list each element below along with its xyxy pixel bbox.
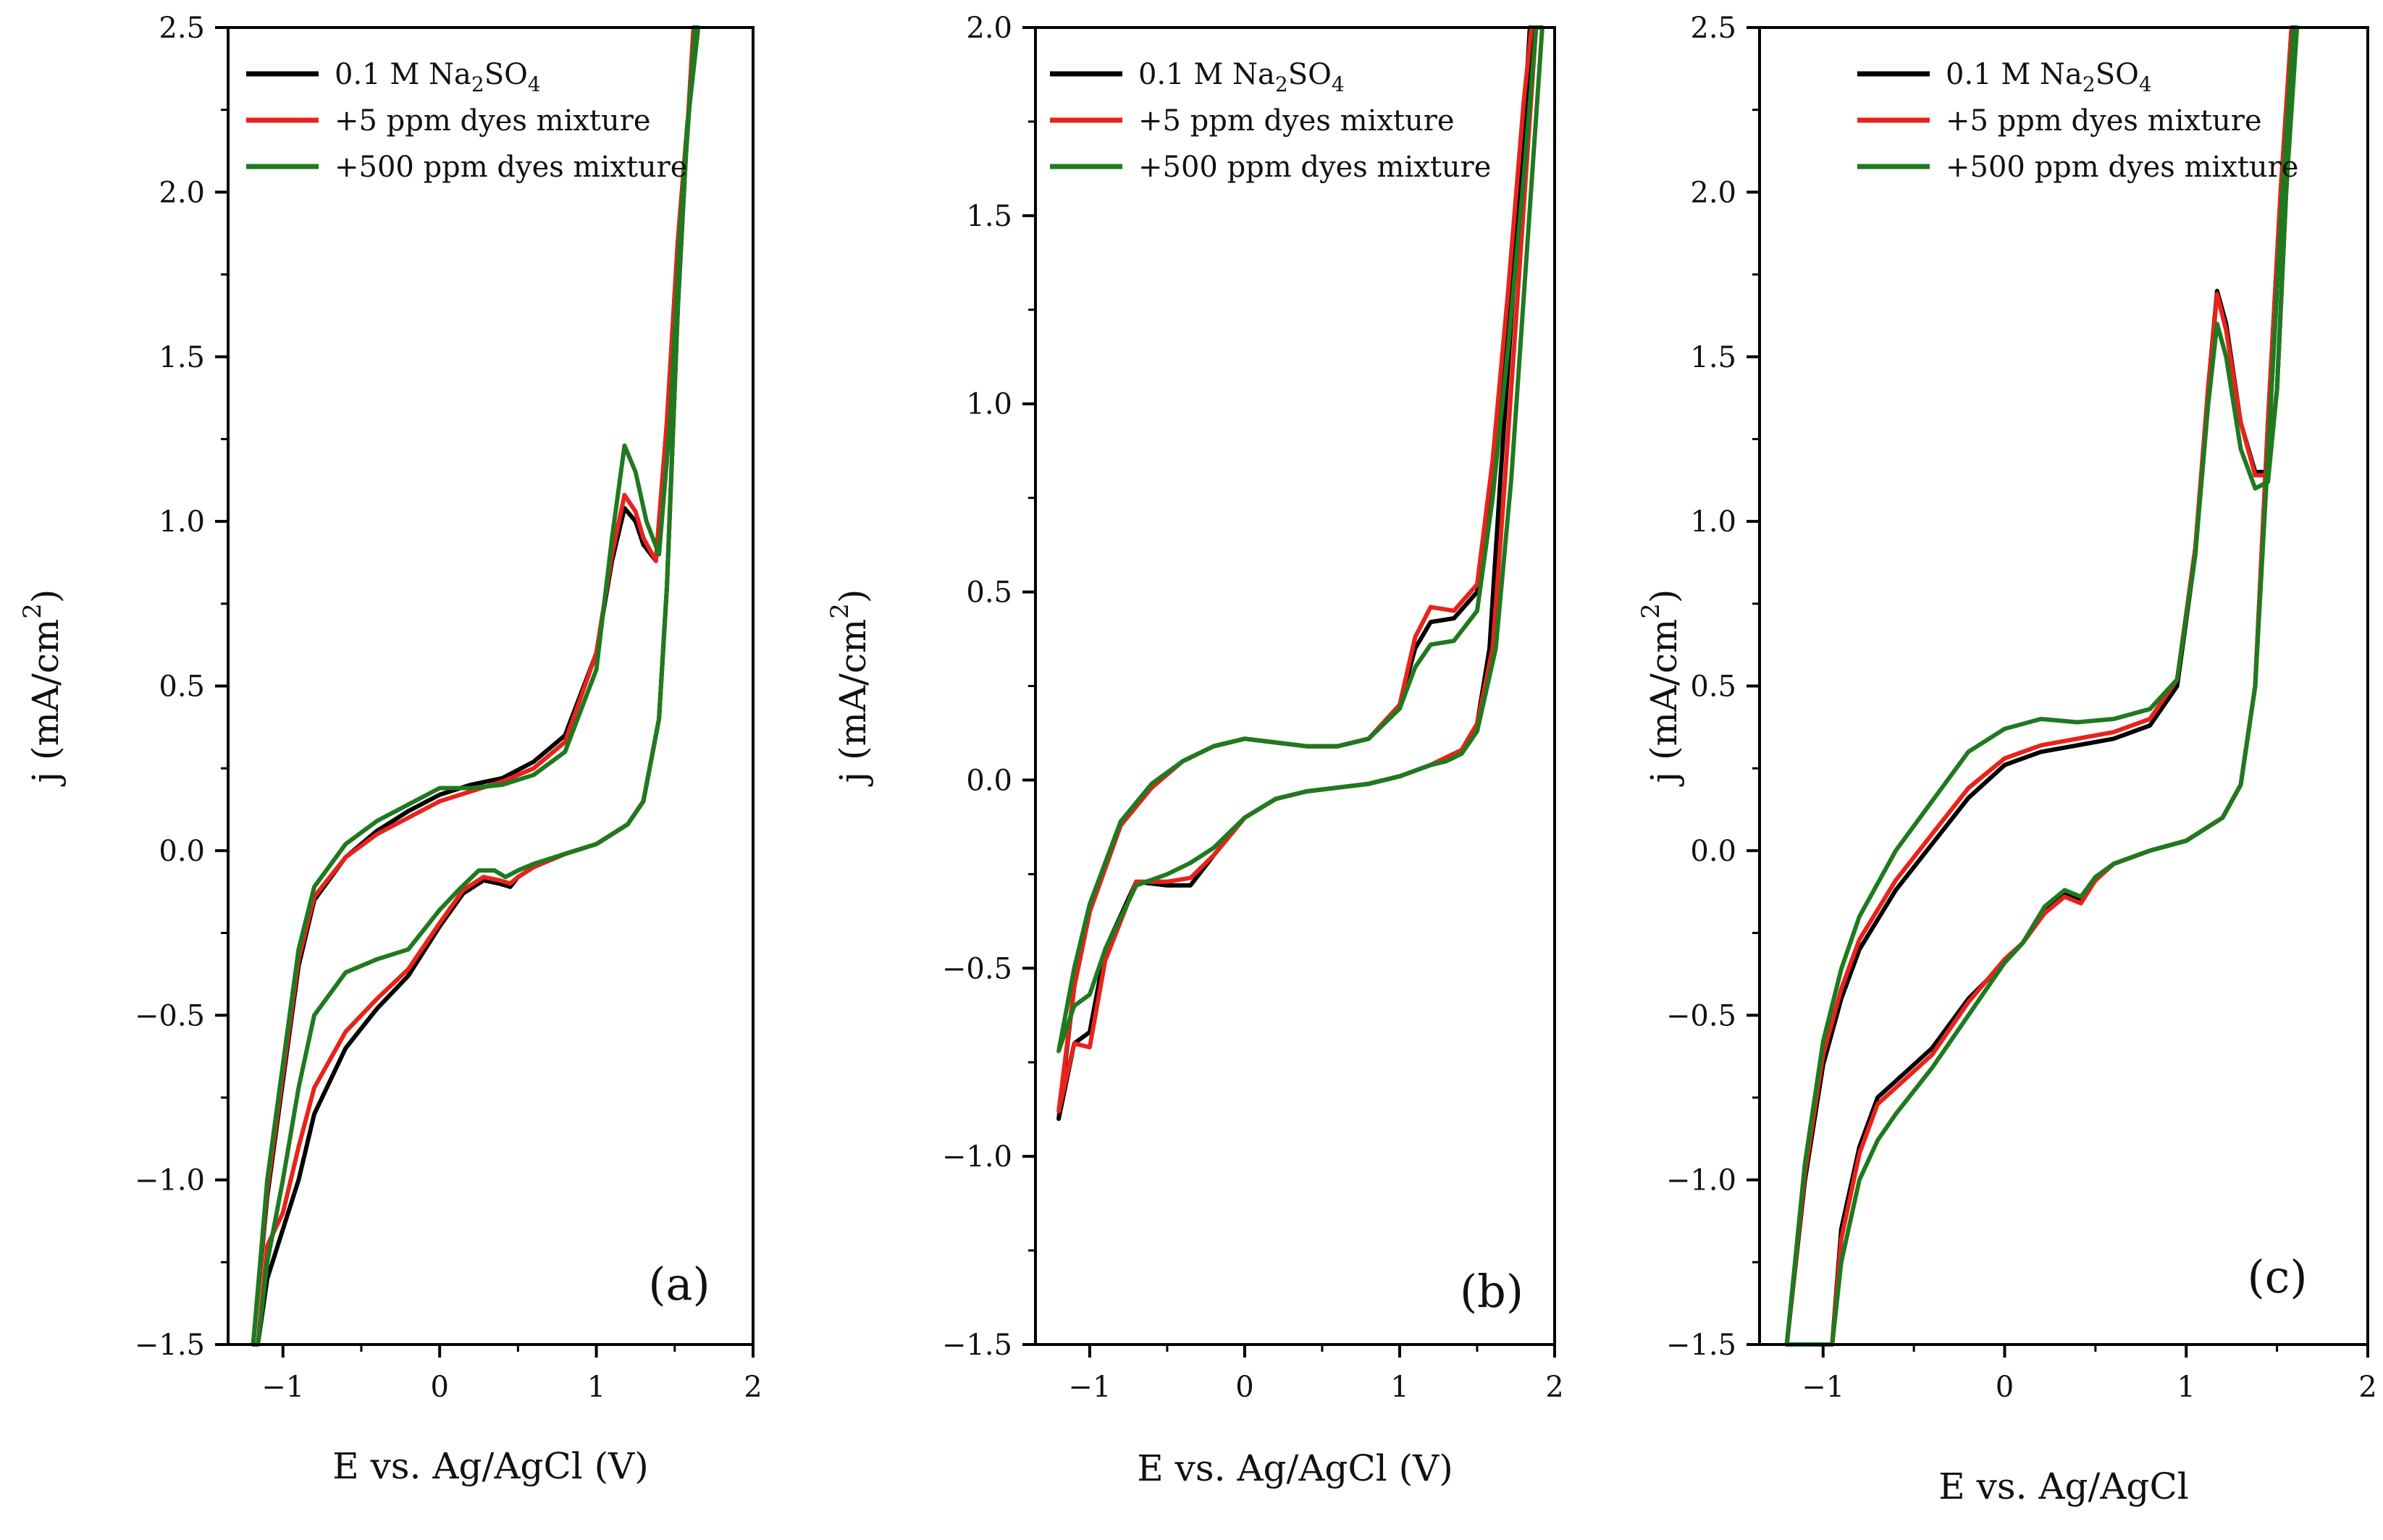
- legend-entry-0: 0.1 M Na2SO4: [1946, 58, 2152, 96]
- legend-entry-0: 0.1 M Na2SO4: [335, 58, 541, 96]
- y-tick-label: 1.5: [159, 341, 205, 374]
- y-tick-label: 0.5: [159, 670, 205, 704]
- y-axis-title-base: j (mA/cm: [832, 619, 874, 787]
- y-tick-label: 2.0: [966, 12, 1012, 45]
- y-axis-title: j (mA/cm2): [18, 589, 67, 787]
- y-axis-title-base: j (mA/cm: [1643, 619, 1685, 787]
- x-tick-label: −1: [1802, 1371, 1844, 1404]
- legend-entry-1: +5 ppm dyes mixture: [1138, 104, 1455, 138]
- y-tick-label: −0.5: [1666, 999, 1736, 1032]
- y-tick-label: 1.0: [1690, 505, 1736, 539]
- legend-text-part: 0.1 M Na: [1138, 58, 1275, 91]
- legend-text-sub: 4: [2139, 72, 2152, 96]
- y-tick-label: 2.5: [1690, 12, 1736, 45]
- legend: 0.1 M Na2SO4 +5 ppm dyes mixture +500 ppm …: [246, 58, 687, 184]
- y-axis-title-close: ): [832, 589, 874, 604]
- legend-entry-1: +5 ppm dyes mixture: [1946, 104, 2262, 138]
- legend-text-part: SO: [1288, 58, 1332, 91]
- y-axis-title-base: j (mA/cm: [25, 619, 67, 787]
- panel-label: (a): [648, 1258, 710, 1310]
- legend-entry-2: +500 ppm dyes mixture: [335, 151, 687, 184]
- x-tick-label: −1: [261, 1371, 304, 1404]
- y-tick-label: 0.5: [966, 576, 1012, 610]
- x-tick-label: 1: [2177, 1371, 2195, 1404]
- panel-label: (b): [1460, 1265, 1523, 1318]
- legend: 0.1 M Na2SO4 +5 ppm dyes mixture +500 ppm …: [1050, 58, 1491, 184]
- series-line-1: [251, 25, 699, 1347]
- legend-text-sub: 2: [2083, 72, 2096, 96]
- y-tick-label: 1.5: [1690, 341, 1736, 374]
- series-line-0: [251, 25, 699, 1347]
- x-tick-label: −1: [1068, 1371, 1111, 1404]
- y-tick-label: −1.0: [1666, 1164, 1736, 1198]
- y-tick-label: 2.5: [159, 12, 205, 45]
- legend-entry-2: +500 ppm dyes mixture: [1138, 151, 1491, 184]
- x-axis-title: E vs. Ag/AgCl (V): [332, 1445, 648, 1487]
- panel-label: (c): [2247, 1250, 2307, 1303]
- y-tick-label: 0.0: [1690, 835, 1736, 868]
- y-tick-label: −0.5: [135, 999, 205, 1032]
- panel-a: −1 0 1 2 −1.5 −1.0 −0.5 0.0 0.5 1.0 1.5 2.0 2.5 E vs.…: [18, 12, 762, 1487]
- series-line-0: [1056, 25, 1535, 1122]
- y-axis-title-sup: 2: [825, 603, 854, 619]
- y-axis-title-sup: 2: [18, 603, 47, 619]
- legend: 0.1 M Na2SO4 +5 ppm dyes mixture +500 ppm …: [1857, 58, 2298, 184]
- y-tick-label: 1.0: [966, 388, 1012, 421]
- x-tick-label: 1: [1390, 1371, 1408, 1404]
- y-axis-title: j (mA/cm2): [1636, 589, 1685, 787]
- y-tick-label: 2.0: [159, 176, 205, 209]
- y-axis-title-sup: 2: [1636, 603, 1665, 619]
- series-line-1: [1056, 25, 1539, 1114]
- x-tick-label: 0: [1996, 1371, 2014, 1404]
- series-line-2: [251, 25, 701, 1347]
- x-tick-label: 2: [1545, 1371, 1563, 1404]
- y-tick-label: 0.0: [159, 835, 205, 868]
- legend-entry-2: +500 ppm dyes mixture: [1946, 151, 2298, 184]
- plot-frame: [1758, 26, 2369, 1346]
- legend-entry-1: +5 ppm dyes mixture: [335, 104, 651, 138]
- y-axis-title-close: ): [1643, 589, 1685, 604]
- y-tick-label: −1.5: [135, 1329, 205, 1362]
- y-axis-title: j (mA/cm2): [825, 589, 874, 787]
- y-tick-label: 1.5: [966, 200, 1012, 233]
- y-tick-label: −1.5: [1666, 1329, 1736, 1362]
- x-tick-label: 0: [430, 1371, 448, 1404]
- panel-b: −1 0 1 2 −1.5 −1.0 −0.5 0.0 0.5 1.0 1.5 2.0 E vs. Ag…: [825, 12, 1564, 1489]
- x-tick-label: 2: [744, 1371, 762, 1404]
- legend-text-sub: 4: [528, 72, 541, 96]
- legend-text-sub: 2: [471, 72, 484, 96]
- legend-text-part: 0.1 M Na: [1946, 58, 2083, 91]
- x-tick-label: 1: [587, 1371, 605, 1404]
- plot-frame: [1034, 26, 1556, 1346]
- y-tick-label: 2.0: [1690, 176, 1736, 209]
- y-tick-label: −1.5: [942, 1329, 1012, 1362]
- y-axis-title-close: ): [25, 589, 67, 604]
- y-tick-label: 0.0: [966, 764, 1012, 797]
- panel-c: −1 0 1 2 −1.5 −1.0 −0.5 0.0 0.5 1.0 1.5 2.0 2.5 E vs.…: [1636, 12, 2377, 1507]
- x-tick-label: 0: [1235, 1371, 1253, 1404]
- y-tick-label: −1.0: [135, 1164, 205, 1198]
- x-axis-title: E vs. Ag/AgCl: [1938, 1465, 2188, 1507]
- legend-text-part: 0.1 M Na: [335, 58, 471, 91]
- legend-text-sub: 4: [1332, 72, 1345, 96]
- legend-text-sub: 2: [1275, 72, 1288, 96]
- y-tick-label: −1.0: [942, 1140, 1012, 1174]
- y-tick-label: 1.0: [159, 505, 205, 539]
- legend-entry-0: 0.1 M Na2SO4: [1138, 58, 1345, 96]
- series-line-1: [1784, 25, 2298, 1347]
- y-tick-label: 0.5: [1690, 670, 1736, 704]
- legend-text-part: SO: [2096, 58, 2139, 91]
- y-tick-label: −0.5: [942, 952, 1012, 985]
- x-tick-label: 2: [2358, 1371, 2376, 1404]
- legend-text-part: SO: [484, 58, 528, 91]
- x-axis-title: E vs. Ag/AgCl (V): [1137, 1447, 1453, 1489]
